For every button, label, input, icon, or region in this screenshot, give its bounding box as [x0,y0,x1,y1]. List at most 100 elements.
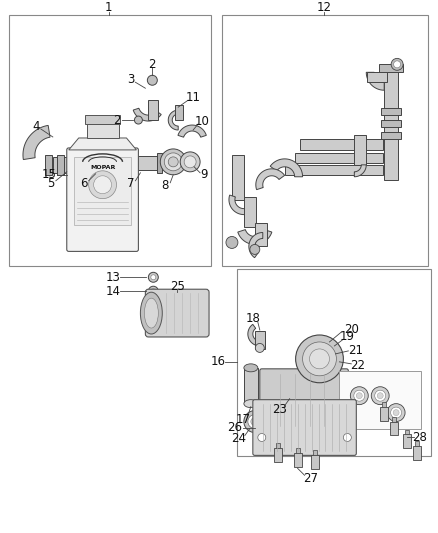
Text: 25: 25 [170,280,185,293]
Bar [124,153,130,173]
Bar [415,441,419,447]
Ellipse shape [375,390,386,401]
Bar [274,448,282,462]
Bar [354,135,366,165]
Bar [255,331,265,349]
Polygon shape [248,325,264,346]
Ellipse shape [391,407,402,418]
Text: 8: 8 [162,179,169,192]
Bar [88,156,124,171]
Text: MOPAR: MOPAR [90,165,115,171]
Ellipse shape [141,292,162,334]
Bar [276,443,280,448]
Ellipse shape [250,245,260,254]
Circle shape [258,433,266,441]
Polygon shape [270,159,303,177]
Text: 28: 28 [413,431,427,444]
Ellipse shape [354,390,365,401]
Text: 22: 22 [350,359,365,373]
Text: 4: 4 [32,119,40,133]
Text: 7: 7 [127,177,134,190]
Text: 2: 2 [113,114,120,126]
Circle shape [303,342,336,376]
Bar [295,153,383,163]
Bar [222,14,428,266]
Ellipse shape [393,410,399,416]
Polygon shape [238,230,272,245]
Bar [296,448,300,454]
Bar [9,14,211,266]
Bar [74,157,131,224]
Bar [392,417,396,422]
Text: 21: 21 [348,344,363,358]
Text: 17: 17 [235,413,251,426]
Bar [175,105,183,120]
Bar [87,124,119,138]
Ellipse shape [391,59,403,70]
Text: 18: 18 [245,312,260,325]
Bar [381,132,401,139]
Ellipse shape [244,364,258,372]
Bar [379,64,403,72]
Text: 20: 20 [344,322,359,335]
Polygon shape [23,125,50,159]
Bar [384,70,398,180]
Polygon shape [249,232,263,257]
Bar [119,153,124,174]
Bar [381,120,401,127]
Bar [339,371,421,429]
Text: 15: 15 [42,168,57,181]
Bar [157,153,162,173]
Ellipse shape [244,410,266,432]
Bar [45,155,52,175]
Text: 5: 5 [47,177,54,190]
Polygon shape [229,195,253,215]
Circle shape [148,286,158,296]
Bar [413,447,421,461]
Bar [285,165,383,175]
Bar [57,155,64,175]
Bar [381,108,401,115]
Circle shape [88,171,117,199]
Polygon shape [133,108,161,121]
Ellipse shape [168,157,178,167]
Bar [311,455,318,470]
Polygon shape [168,110,178,130]
FancyBboxPatch shape [260,369,348,431]
Text: 6: 6 [80,177,88,190]
Text: 26: 26 [227,421,242,434]
Bar [244,197,256,227]
Text: 3: 3 [127,73,134,86]
Ellipse shape [164,153,182,171]
Circle shape [94,176,112,193]
Ellipse shape [180,152,200,172]
Ellipse shape [147,75,157,85]
Circle shape [151,289,156,294]
Text: 27: 27 [303,472,318,485]
Circle shape [310,349,329,369]
Circle shape [148,272,158,282]
Bar [232,155,244,200]
Ellipse shape [226,237,238,248]
Ellipse shape [255,343,264,352]
Polygon shape [366,72,384,90]
Ellipse shape [184,156,196,168]
Bar [244,368,258,403]
Text: 14: 14 [106,285,121,298]
Bar [53,157,88,173]
Ellipse shape [371,387,389,405]
Bar [293,454,302,467]
Bar [237,269,431,456]
Text: 12: 12 [317,1,332,14]
Ellipse shape [134,116,142,124]
FancyBboxPatch shape [253,400,357,455]
Text: 9: 9 [200,168,208,181]
Ellipse shape [248,415,262,429]
Ellipse shape [244,400,258,408]
Bar [382,402,386,407]
Bar [148,100,158,120]
Ellipse shape [377,393,383,399]
Ellipse shape [350,387,368,405]
Text: 11: 11 [186,91,201,104]
Circle shape [151,275,156,280]
